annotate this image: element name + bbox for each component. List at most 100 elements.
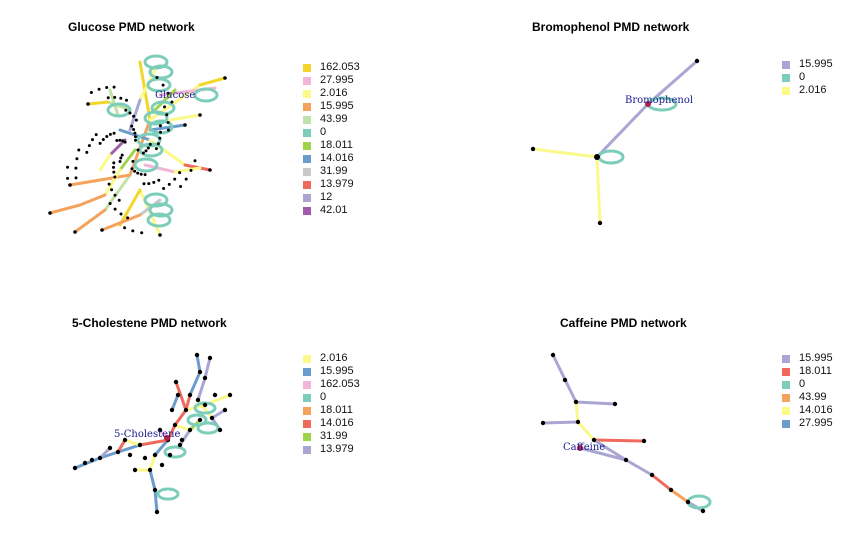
node (124, 108, 128, 112)
node (197, 417, 203, 423)
node (694, 58, 700, 64)
edge (123, 438, 142, 447)
legend-label: 27.995 (799, 417, 833, 429)
self-loop-edge (133, 157, 159, 173)
node (668, 487, 674, 493)
node (113, 193, 117, 197)
node (100, 228, 104, 232)
node (130, 167, 134, 171)
node (66, 176, 70, 180)
self-loop-edge (196, 421, 220, 435)
node (173, 379, 179, 385)
legend-item: 2.016 (303, 87, 360, 100)
legend-label: 31.99 (320, 165, 348, 177)
edge (173, 423, 192, 432)
node (113, 95, 117, 99)
legend-item: 27.995 (782, 417, 833, 430)
node (172, 422, 178, 428)
edge (73, 208, 107, 234)
node (86, 102, 90, 106)
legend: 2.016 15.995 162.053 0 18.011 14.016 31.99 13.9… (303, 352, 360, 456)
node (136, 148, 140, 152)
edge (188, 370, 202, 397)
legend-label: 13.979 (320, 443, 354, 455)
legend-swatch (303, 141, 311, 150)
node (187, 427, 193, 433)
legend-label: 27.995 (320, 74, 354, 86)
node (649, 472, 655, 478)
node (209, 415, 215, 421)
network-edges-bromophenol (530, 58, 700, 226)
network-edges (48, 54, 227, 237)
node (132, 128, 136, 131)
node (142, 182, 146, 186)
legend-swatch (303, 406, 311, 415)
legend-item: 18.011 (303, 139, 360, 152)
edge (592, 438, 628, 462)
legend-item: 15.995 (782, 58, 833, 71)
node (147, 467, 153, 473)
self-loop-edge (146, 212, 172, 228)
node (107, 445, 113, 451)
node (119, 96, 123, 100)
edge (650, 473, 673, 492)
network-edges-cholestene (72, 352, 233, 515)
node (117, 198, 121, 202)
legend-swatch (303, 180, 311, 189)
legend-item: 31.99 (303, 165, 360, 178)
legend-label: 14.016 (799, 404, 833, 416)
legend: 15.995 0 2.016 (782, 58, 833, 97)
legend-label: 15.995 (799, 352, 833, 364)
node (194, 352, 200, 358)
legend-label: 18.011 (799, 365, 832, 377)
node (133, 169, 137, 173)
node (167, 182, 171, 186)
edge (153, 88, 177, 112)
self-loop-edge (106, 102, 132, 118)
legend-swatch (303, 367, 311, 376)
node (85, 150, 89, 154)
node (113, 207, 117, 211)
legend-item: 14.016 (782, 404, 833, 417)
legend-swatch (782, 380, 790, 389)
legend-swatch (782, 406, 790, 415)
node (163, 105, 166, 109)
node (575, 419, 581, 425)
legend-swatch (303, 193, 311, 202)
node (623, 457, 629, 463)
node (97, 87, 101, 91)
node (198, 113, 202, 117)
node (123, 140, 127, 144)
node (139, 172, 143, 176)
edge (196, 376, 207, 402)
node (133, 131, 137, 135)
legend-item: 0 (782, 378, 833, 391)
legend-label: 0 (799, 378, 806, 390)
legend-swatch (782, 73, 790, 82)
edge (592, 438, 646, 443)
legend-swatch (303, 63, 311, 72)
node (156, 142, 160, 146)
node (148, 142, 152, 146)
node (147, 182, 151, 186)
node-label: Caffeine (563, 442, 605, 453)
panel-title: Caffeine PMD network (560, 316, 687, 330)
node (119, 156, 123, 160)
node (166, 91, 170, 95)
node (89, 457, 95, 463)
legend-label: 14.016 (320, 152, 354, 164)
node (227, 392, 233, 398)
node (700, 508, 706, 514)
legend-item: 162.053 (303, 378, 360, 391)
legend-item: 42.01 (303, 204, 360, 217)
legend-label: 2.016 (320, 87, 348, 99)
edge (143, 163, 177, 174)
node (177, 442, 183, 448)
node (123, 226, 127, 230)
node (137, 442, 143, 448)
node (68, 183, 72, 187)
edge (174, 380, 188, 412)
node (161, 83, 165, 87)
legend-label: 42.01 (320, 204, 348, 216)
node (66, 165, 69, 169)
